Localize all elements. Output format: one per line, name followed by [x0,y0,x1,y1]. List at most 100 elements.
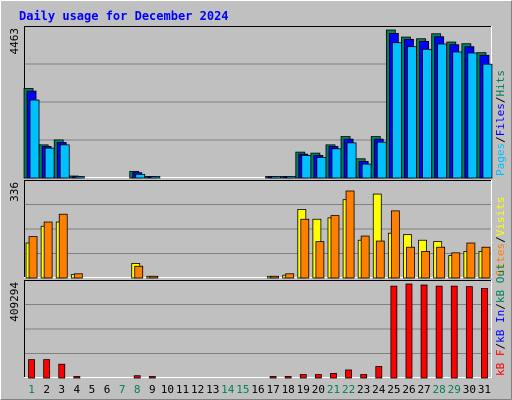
bar-sites-day-1 [28,236,38,279]
bar-kb-f-day-31 [481,288,488,379]
x-tick-label-2: 2 [43,383,50,396]
x-tick-label-13: 13 [206,383,219,396]
x-tick-label-24: 24 [372,383,386,396]
bar-pages-day-24 [376,141,387,179]
series-legend-hits: Pages/Files/Hits [494,70,507,176]
x-tick-label-11: 11 [176,383,189,396]
bar-pages-day-20 [316,157,327,179]
bar-kb-f-day-1 [28,359,35,379]
bar-sites-day-28 [436,246,446,279]
bar-sites-day-29 [451,252,461,279]
bar-pages-day-26 [407,46,417,179]
chart-title: Daily usage for December 2024 [19,9,229,23]
x-tick-label-19: 19 [297,383,310,396]
x-tick-label-4: 4 [74,383,81,396]
bar-kb-f-day-23 [360,374,368,379]
x-tick-label-15: 15 [236,383,249,396]
legend-entry-pages: Pages [494,143,507,176]
legend-entry-kb-f: kB F [494,350,507,377]
x-tick-label-7: 7 [119,383,126,396]
legend-entry-kb-out: kB Out [494,263,507,303]
bar-pages-day-29 [452,51,463,179]
bar-sites-day-21 [330,215,340,279]
bar-pages-day-9 [150,176,161,179]
bar-sites-day-18 [285,273,295,279]
bar-kb-f-day-22 [345,369,352,379]
x-tick-label-20: 20 [312,383,325,396]
bar-sites-day-9 [149,275,159,279]
bar-pages-day-27 [422,48,432,179]
bar-sites-day-26 [406,246,415,279]
x-tick-label-9: 9 [149,383,156,396]
legend-separator: / [494,343,507,350]
bar-pages-day-4 [74,176,85,179]
bar-sites-day-31 [481,246,491,279]
legend-entry-hits: Hits [494,70,507,97]
bar-kb-f-day-18 [284,376,292,379]
legend-separator: / [494,97,507,104]
bar-pages-day-31 [482,63,493,179]
legend-entry-kb-in: kB In [494,310,507,343]
bar-kb-f-day-8 [133,375,141,379]
x-tick-label-1: 1 [28,383,35,396]
x-tick-label-21: 21 [327,383,340,396]
x-tick-label-25: 25 [387,383,400,396]
bar-sites-day-19 [300,218,310,279]
bar-sites-day-23 [360,235,370,279]
bar-kb-f-day-3 [58,363,66,379]
bar-kb-f-day-9 [148,376,156,379]
bar-sites-day-20 [315,241,325,279]
x-tick-label-6: 6 [104,383,111,396]
bar-kb-f-day-28 [435,285,443,379]
bar-sites-day-17 [270,275,279,279]
y-max-label: 4463 [8,28,21,55]
chart-panels: 4463Pages/Files/Hits336Sites/Visits40929… [8,26,507,379]
x-tick-label-3: 3 [58,383,65,396]
bar-kb-f-day-17 [269,376,277,379]
x-tick-label-5: 5 [89,383,96,396]
panel-visits: 336 Sites/Visits [8,180,507,279]
legend-separator: / [494,236,507,243]
bar-sites-day-8 [134,265,144,279]
x-tick-label-8: 8 [134,383,141,396]
bar-pages-day-22 [346,142,357,179]
bar-kb-f-day-27 [420,284,428,379]
bar-pages-day-8 [135,173,146,179]
bar-sites-day-3 [58,213,68,279]
bar-kb-f-day-19 [299,374,307,379]
bar-sites-day-24 [375,240,385,279]
bar-kb-f-day-29 [450,285,458,379]
y-max-label: 336 [8,182,21,202]
bar-sites-day-27 [421,251,430,279]
bar-sites-day-25 [390,210,400,279]
bar-kb-f-day-20 [314,374,322,379]
bar-sites-day-4 [73,273,83,279]
x-tick-label-18: 18 [282,383,295,396]
bar-pages-day-3 [59,144,70,179]
legend-entry-files: Files [494,103,507,136]
bar-kb-f-day-26 [405,283,413,379]
x-tick-label-22: 22 [342,383,355,396]
bar-pages-day-30 [467,52,478,179]
bar-kb-f-day-25 [390,285,398,379]
x-axis: 1 2 3 4 5 6 7 8 9 10 11 12 13 14 15 16 17 18 19 20 21 22 23 24 2… [28,383,491,396]
legend-separator: / [494,136,507,143]
x-tick-label-16: 16 [251,383,264,396]
series-legend-kbytes: kB F/kB In/kB Out [494,263,507,376]
bar-pages-day-2 [44,147,55,179]
bar-kb-f-day-24 [375,366,383,379]
bar-pages-day-23 [361,163,372,179]
x-tick-label-10: 10 [161,383,174,396]
bar-pages-day-25 [391,42,402,179]
bar-kb-f-day-2 [43,359,51,379]
x-tick-label-30: 30 [463,383,476,396]
x-tick-label-12: 12 [191,383,204,396]
x-tick-label-29: 29 [448,383,461,396]
bar-pages-day-28 [437,43,448,179]
bar-pages-day-21 [331,148,342,179]
bar-kb-f-day-21 [330,373,337,379]
x-tick-label-26: 26 [402,383,415,396]
bar-pages-day-1 [29,99,40,179]
